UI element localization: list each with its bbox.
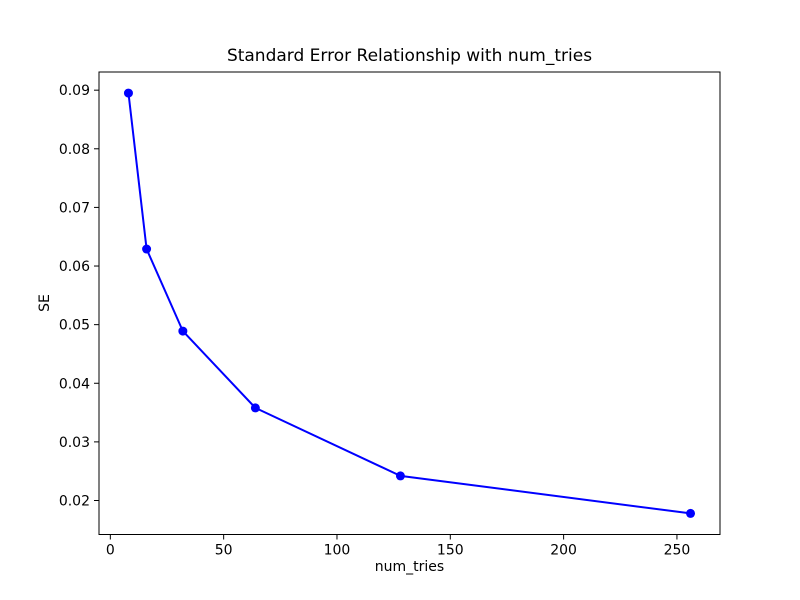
data-point-marker (123, 88, 133, 98)
x-tick-label: 200 (550, 543, 577, 559)
x-axis-label: num_tries (374, 559, 445, 575)
data-point-marker (250, 403, 260, 413)
x-tick-label: 100 (324, 543, 351, 559)
y-tick-label: 0.02 (59, 494, 90, 510)
data-point-marker (395, 471, 405, 481)
x-tick-label: 50 (215, 543, 233, 559)
y-tick-label: 0.06 (59, 259, 90, 275)
y-tick-label: 0.05 (59, 318, 90, 334)
y-tick-label: 0.07 (59, 200, 90, 216)
series-line (127, 92, 692, 515)
data-point-marker (178, 326, 188, 336)
chart-title: Standard Error Relationship with num_tri… (226, 46, 593, 66)
y-axis-label: SE (37, 294, 53, 312)
y-tick-label: 0.03 (59, 435, 90, 451)
plot-border (98, 71, 721, 535)
data-point-marker (142, 244, 152, 254)
data-point-marker (686, 508, 696, 518)
x-tick-label: 150 (437, 543, 464, 559)
x-tick-label: 0 (106, 543, 115, 559)
y-tick-label: 0.04 (59, 376, 90, 392)
y-tick-label: 0.09 (59, 83, 90, 99)
x-tick-label: 250 (664, 543, 691, 559)
y-tick-label: 0.08 (59, 142, 90, 158)
